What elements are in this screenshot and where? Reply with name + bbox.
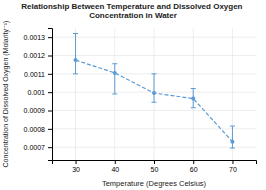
x-tick-label: 30 (72, 166, 80, 173)
y-tick-mark (48, 129, 52, 130)
x-tick-mark (154, 160, 155, 164)
y-tick-mark (48, 74, 52, 75)
y-tick-mark (48, 92, 52, 93)
error-bar-cap-upper (152, 73, 157, 74)
x-tick: 50 (151, 160, 159, 173)
x-grid-line (193, 28, 194, 160)
y-tick: 0.0008 (24, 126, 52, 133)
x-axis-title: Temperature (Degrees Celsius) (102, 179, 207, 188)
x-tick: 30 (72, 160, 80, 173)
y-tick: 0.001 (27, 89, 52, 96)
error-bar-cap-upper (230, 126, 235, 127)
error-bar-cap-upper (191, 88, 196, 89)
y-axis: 0.0007 0.0008 0.0009 0.001 0.0011 0.0012 0.001… (24, 29, 53, 161)
error-bar-stem (232, 126, 233, 148)
y-tick: 0.0011 (24, 71, 52, 78)
x-axis-line (53, 161, 257, 165)
y-tick-label: 0.0009 (24, 107, 46, 114)
x-tick-mark (76, 160, 77, 164)
y-tick: 0.0013 (24, 34, 52, 41)
data-point (191, 97, 195, 101)
plot-area (73, 34, 235, 149)
error-bar-cap-lower (230, 148, 235, 149)
x-tick-mark (232, 160, 233, 164)
y-tick-mark (48, 147, 52, 148)
x-grid-line (75, 28, 76, 160)
y-tick-label: 0.0012 (24, 52, 46, 59)
x-axis: 30 40 50 60 70 (53, 160, 257, 173)
y-tick-label: 0.0008 (24, 126, 46, 133)
y-tick-label: 0.0007 (24, 144, 46, 151)
error-bar (112, 64, 117, 94)
data-point (230, 140, 234, 144)
y-tick-mark (48, 111, 52, 112)
x-tick-label: 60 (190, 166, 198, 173)
error-bar-cap-lower (191, 107, 196, 108)
y-axis-line (48, 29, 53, 161)
x-tick-label: 50 (151, 166, 159, 173)
error-bar-stem (75, 34, 76, 74)
text-line: Concentration of Dissolved Oxygen (Molar… (2, 21, 10, 168)
y-tick: 0.0009 (24, 107, 52, 114)
y-tick: 0.0012 (24, 52, 52, 59)
text-line: Relationship Between Temperature and Dis… (21, 2, 244, 11)
data-point (152, 91, 156, 95)
y-tick: 0.0007 (24, 144, 52, 151)
x-tick-label: 40 (111, 166, 119, 173)
chart-svg: 30405060700.00070.00080.00090.0010.00110… (0, 0, 266, 190)
error-bar (152, 74, 157, 102)
x-tick: 70 (229, 160, 237, 173)
data-point (74, 58, 78, 62)
error-bar-cap-lower (73, 73, 78, 74)
x-tick: 40 (111, 160, 119, 173)
error-bar (73, 34, 78, 74)
grid (52, 28, 256, 160)
data-line (76, 60, 233, 142)
error-bar-cap-upper (73, 33, 78, 34)
data-point (113, 71, 117, 75)
text-line: Concentration in Water (89, 11, 177, 20)
error-bar-cap-lower (112, 94, 117, 95)
y-tick-label: 0.0011 (24, 71, 45, 78)
chart-container: 30405060700.00070.00080.00090.0010.00110… (0, 0, 266, 190)
error-bar (191, 89, 196, 108)
error-bar (230, 126, 235, 148)
y-tick-label: 0.001 (27, 89, 45, 96)
x-tick-mark (115, 160, 116, 164)
error-bar-cap-upper (112, 63, 117, 64)
chart-title: Relationship Between Temperature and Dis… (21, 2, 244, 20)
x-tick-label: 70 (229, 166, 237, 173)
y-axis-title: Concentration of Dissolved Oxygen (Molar… (2, 21, 10, 168)
error-bar-cap-lower (152, 102, 157, 103)
y-tick-mark (48, 56, 52, 57)
y-tick-mark (48, 37, 52, 38)
x-tick: 60 (190, 160, 198, 173)
error-bar-stem (114, 64, 115, 94)
x-tick-mark (193, 160, 194, 164)
error-bar-stem (154, 74, 155, 102)
y-tick-label: 0.0013 (24, 34, 46, 41)
y-grid-line (52, 73, 256, 74)
